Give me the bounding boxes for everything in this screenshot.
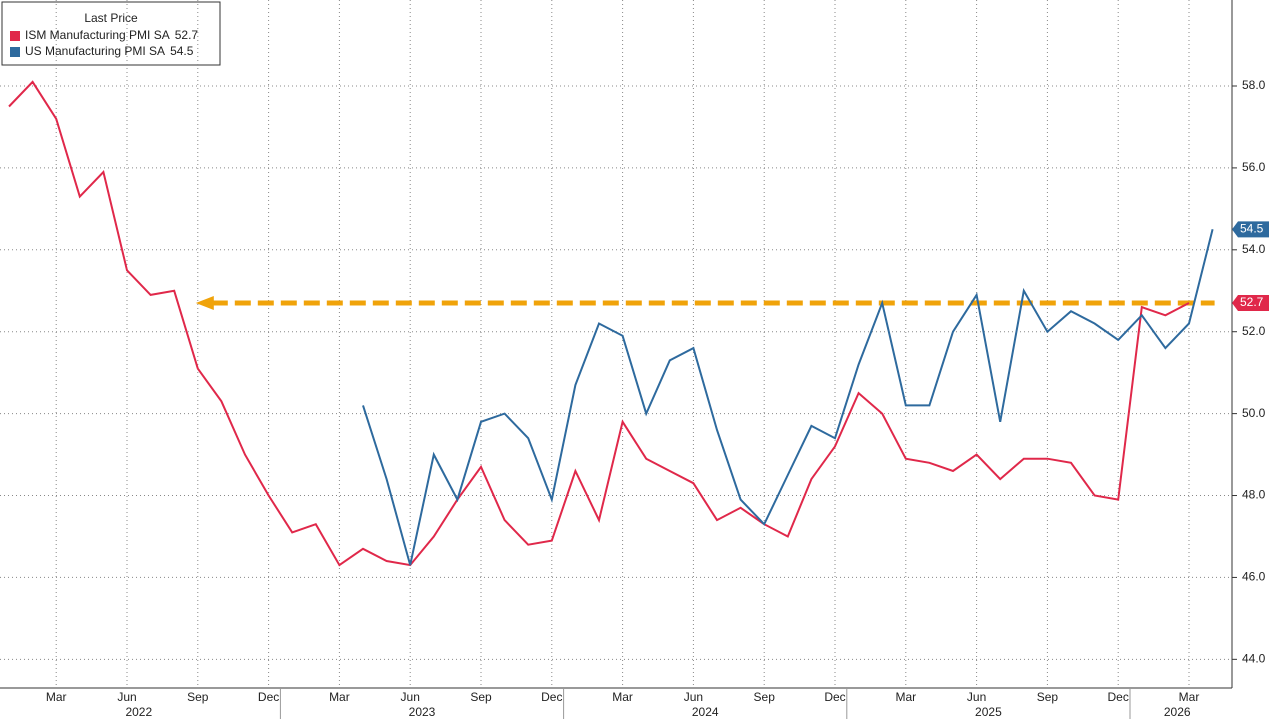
- x-tick-label: Sep: [754, 690, 776, 704]
- last-value-label: 52.7: [1240, 295, 1264, 309]
- reference-arrowhead: [195, 296, 214, 311]
- legend-box: [1, 1, 221, 66]
- x-tick-label: Mar: [46, 690, 67, 704]
- x-tick-label: Sep: [1037, 690, 1059, 704]
- legend-value: 54.5: [170, 44, 194, 58]
- last-value-box: [1232, 221, 1269, 238]
- y-tick-label: 44.0: [1242, 652, 1266, 666]
- x-tick-label: Dec: [1108, 690, 1129, 704]
- x-tick-label: Mar: [895, 690, 916, 704]
- x-year-label: 2024: [692, 705, 719, 719]
- y-tick-label: 46.0: [1242, 570, 1266, 584]
- last-value-label: 54.5: [1240, 222, 1264, 236]
- x-tick-label: Mar: [329, 690, 350, 704]
- x-tick-label: Jun: [967, 690, 986, 704]
- x-tick-label: Dec: [541, 690, 562, 704]
- y-tick-label: 48.0: [1242, 488, 1266, 502]
- x-year-label: 2025: [975, 705, 1002, 719]
- y-tick-label: 54.0: [1242, 242, 1266, 256]
- series-line: [8, 80, 1190, 567]
- legend: Last Price ISM Manufacturing PMI SA 52.7 U…: [1, 1, 221, 66]
- legend-value: 52.7: [175, 28, 199, 42]
- x-year-label: 2022: [125, 705, 152, 719]
- legend-swatch: [10, 47, 20, 57]
- x-year-label: 2026: [1164, 705, 1191, 719]
- x-tick-label: Dec: [258, 690, 279, 704]
- x-tick-label: Jun: [117, 690, 136, 704]
- legend-title: Last Price: [84, 11, 138, 25]
- legend-label: US Manufacturing PMI SA: [25, 44, 165, 58]
- x-year-label: 2023: [409, 705, 436, 719]
- x-tick-label: Mar: [1179, 690, 1200, 704]
- last-value-box: [1232, 295, 1269, 312]
- x-tick-label: Jun: [401, 690, 420, 704]
- legend-label: ISM Manufacturing PMI SA: [25, 28, 170, 42]
- x-tick-label: Dec: [824, 690, 845, 704]
- x-tick-label: Sep: [187, 690, 209, 704]
- x-tick-label: Mar: [612, 690, 633, 704]
- y-tick-label: 56.0: [1242, 160, 1266, 174]
- x-tick-label: Jun: [684, 690, 703, 704]
- y-tick-label: 50.0: [1242, 406, 1266, 420]
- y-tick-label: 58.0: [1242, 78, 1266, 92]
- series-line: [362, 229, 1214, 566]
- legend-swatch: [10, 31, 20, 41]
- x-tick-label: Sep: [470, 690, 492, 704]
- y-tick-label: 52.0: [1242, 324, 1266, 338]
